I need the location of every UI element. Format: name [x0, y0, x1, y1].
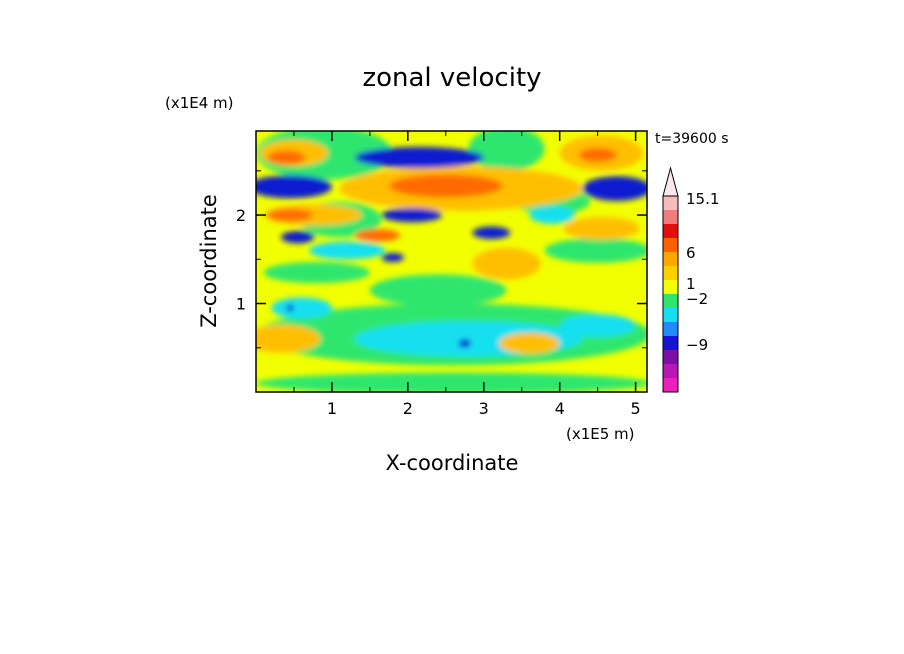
colorbar-label: −2 — [686, 290, 708, 308]
field-region-negative-strong — [354, 146, 484, 169]
field-region-negative-strong — [281, 230, 315, 244]
field-region-negative-strong — [381, 253, 405, 262]
field-region-negative — [309, 241, 386, 260]
colorbar-swatch — [663, 224, 678, 238]
field-region-positive — [472, 247, 541, 280]
field-region-positive — [498, 332, 560, 354]
colorbar-swatch — [663, 196, 678, 210]
field-region-near-zero — [256, 372, 647, 392]
field-region-negative — [271, 297, 332, 319]
colorbar-swatch — [663, 238, 678, 252]
colorbar-swatch — [663, 322, 678, 336]
field-region-strong-positive — [388, 174, 503, 198]
colorbar-label: 6 — [686, 244, 696, 262]
colorbar-extend-arrow — [662, 166, 679, 197]
colorbar-label: −9 — [686, 336, 708, 354]
field-region-near-zero — [369, 274, 507, 307]
colorbar-swatch — [663, 378, 678, 392]
colorbar-frame — [662, 195, 679, 393]
field-region-near-zero — [544, 238, 647, 263]
chart-title: zonal velocity — [362, 63, 541, 93]
colorbar-swatch — [663, 294, 678, 308]
colorbar-swatch — [663, 364, 678, 378]
field-region-near-zero — [468, 131, 545, 171]
field-region-strong-positive — [267, 150, 306, 165]
x-axis-label: X-coordinate — [386, 451, 519, 475]
field-region-negative-strong — [582, 176, 647, 201]
x-tick-label: 2 — [403, 399, 413, 418]
colorbar-swatch — [663, 266, 678, 280]
field-region-negative-strong — [381, 207, 443, 223]
x-axis-ticks: 1 2 3 4 5 — [293, 131, 641, 418]
y-tick-label: 2 — [236, 206, 246, 225]
colorbar-swatch — [663, 280, 678, 294]
field-region-positive — [256, 324, 321, 354]
y-axis-unit: (x1E4 m) — [165, 94, 234, 112]
field-region-negative-strong — [286, 304, 294, 312]
x-tick-label: 5 — [631, 399, 641, 418]
field-region-negative-strong — [256, 175, 332, 199]
y-axis-ticks: 12 — [236, 170, 647, 349]
field-region-negative — [529, 206, 575, 224]
colorbar-swatch — [663, 252, 678, 266]
field-region-near-zero — [263, 261, 370, 284]
field-region-strong-positive — [578, 147, 617, 162]
y-axis-label: Z-coordinate — [197, 194, 221, 328]
field-region-negative-strong — [458, 338, 471, 348]
colorbar: 15.1 6 1−2 −9 — [662, 166, 719, 393]
colorbar-swatch — [663, 350, 678, 364]
heatmap-field — [256, 131, 647, 392]
x-tick-label: 4 — [555, 399, 565, 418]
colorbar-swatch — [663, 336, 678, 350]
field-region-positive — [563, 216, 640, 240]
y-tick-label: 1 — [236, 295, 246, 314]
colorbar-swatch — [663, 210, 678, 224]
field-region-strong-positive — [267, 208, 313, 222]
colorbar-label: 15.1 — [686, 190, 719, 208]
colorbar-swatch — [663, 308, 678, 322]
colorbar-label: 1 — [686, 275, 696, 293]
field-region-strong-positive — [354, 229, 401, 242]
field-region-negative — [559, 314, 636, 338]
x-tick-label: 3 — [479, 399, 489, 418]
time-label: t=39600 s — [655, 131, 729, 147]
x-axis-unit: (x1E5 m) — [566, 425, 635, 443]
x-tick-label: 1 — [327, 399, 337, 418]
plot-frame — [255, 130, 648, 393]
field-region-negative-strong — [472, 226, 511, 239]
